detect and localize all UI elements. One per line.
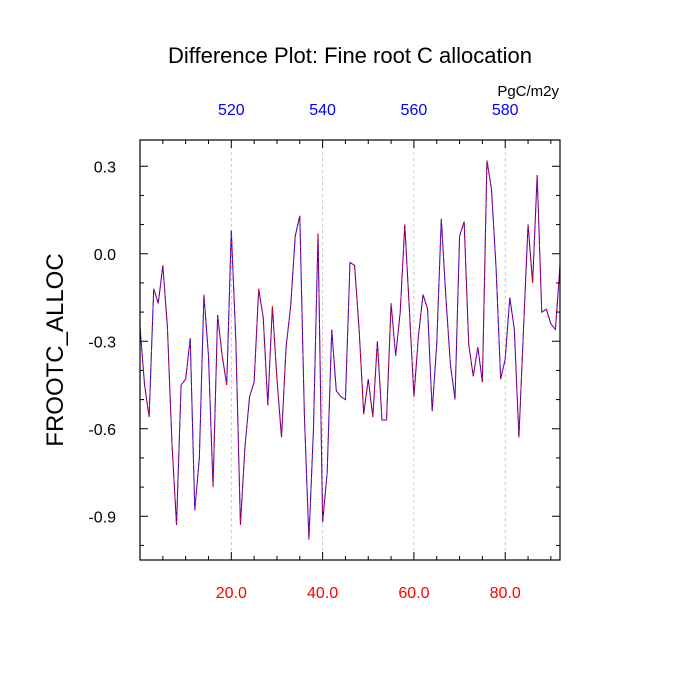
chart-title: Difference Plot: Fine root C allocation bbox=[168, 43, 532, 68]
y-tick-label: -0.9 bbox=[88, 509, 116, 526]
x-tick-label: 40.0 bbox=[307, 585, 338, 602]
x-tick-label: 60.0 bbox=[398, 585, 429, 602]
y-tick-label: -0.6 bbox=[88, 422, 116, 439]
series-line-dashed-0 bbox=[139, 160, 561, 540]
series-layer bbox=[139, 160, 561, 540]
units-label: PgC/m2y bbox=[497, 83, 559, 100]
axis-ticks bbox=[140, 140, 560, 560]
top-tick-label: 580 bbox=[492, 102, 519, 119]
x-tick-label: 80.0 bbox=[490, 585, 521, 602]
y-tick-label: 0.3 bbox=[94, 159, 116, 176]
top-tick-label: 540 bbox=[309, 102, 336, 119]
grid-lines bbox=[230, 140, 506, 560]
plot-frame bbox=[139, 139, 561, 561]
series-line-solid-0 bbox=[139, 160, 561, 540]
y-axis-label: FROOTC_ALLOC bbox=[42, 253, 69, 446]
y-tick-label: 0.0 bbox=[94, 247, 116, 264]
tick-labels: 20.0 520 40.0 540 60.0 560 80.0 580 0.3 0.0 -0.3 -0… bbox=[88, 102, 520, 602]
x-tick-label: 20.0 bbox=[216, 585, 247, 602]
top-tick-label: 520 bbox=[218, 102, 245, 119]
top-tick-label: 560 bbox=[401, 102, 428, 119]
y-tick-label: -0.3 bbox=[88, 334, 116, 351]
